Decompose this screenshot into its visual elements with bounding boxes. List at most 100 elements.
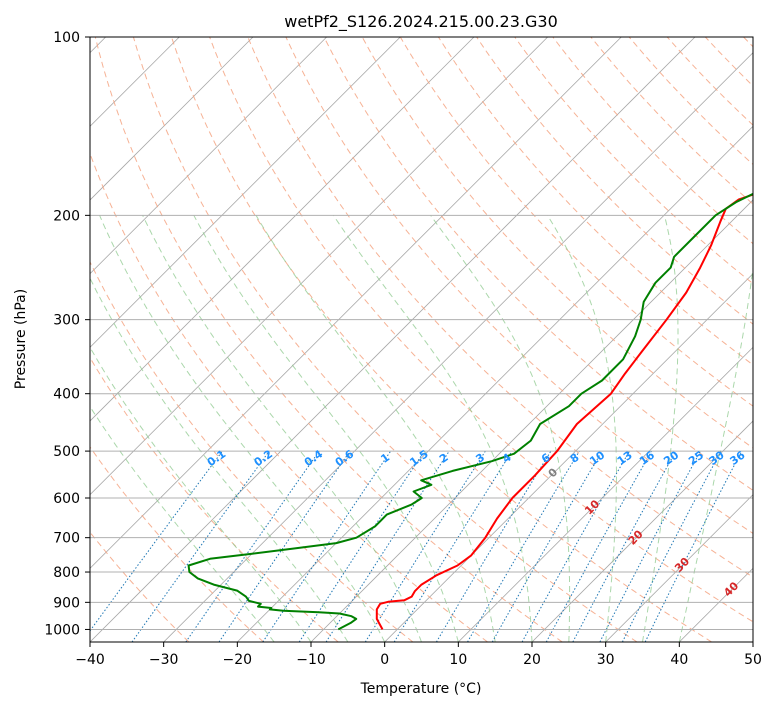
x-tick-label: 0 (380, 652, 389, 668)
x-tick-label: −20 (223, 652, 253, 668)
moist-adiabat-line (678, 264, 753, 642)
y-tick-label: 200 (53, 208, 80, 224)
dry-adiabat-line (704, 37, 753, 87)
y-tick-label: 300 (53, 313, 80, 329)
isotherm-label: 10 (582, 497, 602, 517)
mixing-ratio-line (545, 450, 653, 642)
series-layer (187, 192, 753, 631)
dry-adiabat-line (552, 37, 753, 245)
dry-adiabat-line (90, 356, 339, 642)
background-lines (90, 37, 753, 642)
mixing-ratio-label: 8 (568, 451, 582, 466)
isotherm-line (605, 494, 753, 642)
dry-adiabat-line (476, 37, 753, 325)
temperature-profile (375, 193, 753, 630)
dry-adiabat-line (743, 37, 753, 48)
mixing-ratio-line (218, 450, 351, 642)
moist-adiabat-line (99, 215, 386, 642)
x-tick-label: 40 (670, 652, 688, 668)
isotherm-line (90, 37, 327, 275)
moist-adiabat-line (332, 215, 533, 642)
x-tick-label: 30 (597, 652, 615, 668)
mixing-ratio-label: 2 (437, 451, 451, 466)
y-tick-label: 900 (53, 595, 80, 611)
mixing-ratio-line (621, 450, 722, 642)
isotherm-label: 40 (721, 579, 741, 599)
mixing-ratio-line (131, 450, 270, 642)
x-axis-ticks: −40 −30 −20 −10 0 10 20 30 40 50 (75, 642, 762, 668)
isotherm-line (679, 567, 753, 642)
y-tick-label: 1000 (44, 622, 80, 638)
mixing-ratio-line (491, 450, 603, 642)
mixing-ratio-line (90, 450, 223, 632)
mixing-ratio-line (185, 450, 320, 642)
moist-adiabat-line (193, 215, 459, 642)
y-tick-label: 400 (53, 387, 80, 403)
isotherm-line (531, 420, 753, 642)
mixing-ratio-label: 0.4 (302, 447, 326, 469)
moist-adiabat-line (142, 215, 422, 642)
isotherm-label: 20 (626, 527, 646, 547)
dry-adiabat-line (514, 37, 753, 285)
moist-adiabat-line (90, 346, 312, 642)
mixing-ratio-label: 1 (378, 451, 392, 466)
mixing-ratio-line (599, 450, 701, 642)
isotherm-line (310, 199, 753, 642)
isotherm-label: 0 (546, 465, 561, 480)
x-tick-label: 50 (744, 652, 762, 668)
dry-adiabat-line (590, 37, 753, 205)
x-tick-label: −40 (75, 652, 105, 668)
isotherm-line (237, 125, 753, 642)
isotherm-line (458, 346, 753, 642)
y-tick-label: 500 (53, 444, 80, 460)
plot-frame (89, 36, 754, 643)
x-tick-label: −30 (149, 652, 179, 668)
mixing-ratio-line (467, 450, 580, 642)
mixing-ratio-line (393, 450, 513, 642)
isotherm-line (752, 641, 753, 642)
moist-adiabat-line (642, 215, 679, 642)
isotherm-line (90, 37, 696, 642)
x-axis-label: Temperature (°C) (360, 681, 482, 697)
y-tick-label: 700 (53, 531, 80, 547)
pressure-gridlines (90, 36, 753, 630)
dry-adiabat-line (132, 37, 638, 642)
isotherm-line (90, 37, 254, 201)
isotherm-line (90, 37, 622, 569)
dry-adiabat-line (437, 37, 753, 366)
dry-adiabat-line (90, 260, 414, 642)
dry-adiabat-line (90, 446, 264, 642)
x-tick-label: 20 (523, 652, 541, 668)
dry-adiabat-line (361, 37, 753, 449)
dry-adiabat-line (171, 37, 712, 642)
isotherm-line (90, 37, 475, 422)
isotherm-line (163, 52, 753, 642)
dry-adiabat-line (247, 37, 753, 578)
dry-adiabat-line (209, 37, 753, 623)
moist-adiabat-line (90, 405, 275, 642)
moist-adiabat-line (430, 215, 571, 642)
y-axis-ticks: 100 200 300 400 500 600 700 800 900 1000 (44, 30, 90, 638)
dewpoint-profile (187, 192, 753, 631)
y-tick-label: 600 (53, 491, 80, 507)
mixing-ratio-line (521, 450, 630, 642)
mixing-ratio-line (364, 450, 486, 642)
mixing-ratio-line (644, 450, 743, 642)
dry-adiabat-line (323, 37, 753, 491)
mixing-ratio-line (298, 450, 425, 642)
chart-title: wetPf2_S126.2024.215.00.23.G30 (284, 12, 558, 32)
mixing-ratio-label: 0.6 (333, 447, 357, 469)
mixing-ratio-line (572, 450, 677, 642)
dry-adiabat-line (94, 37, 563, 642)
dry-adiabat-line (628, 37, 753, 166)
isotherm-line (384, 273, 753, 642)
mixing-ratio-label: 4 (500, 451, 514, 466)
moist-adiabat-line (547, 215, 617, 642)
dry-adiabat-line (399, 37, 753, 407)
y-tick-label: 800 (53, 565, 80, 581)
moist-adiabat-line (255, 215, 496, 642)
isotherm-line (90, 37, 401, 348)
x-tick-label: −10 (296, 652, 326, 668)
isotherm-line (90, 37, 548, 496)
